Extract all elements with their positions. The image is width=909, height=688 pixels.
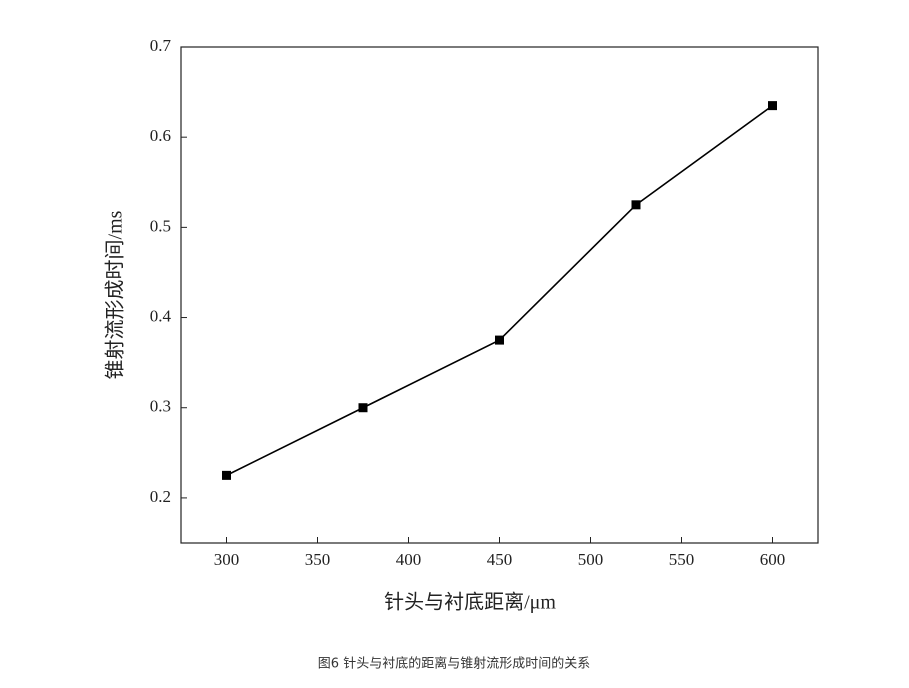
y-tick-label: 0.6 [150, 126, 171, 145]
x-tick-label: 500 [578, 550, 604, 569]
x-tick-label: 350 [305, 550, 331, 569]
plot-frame [180, 46, 819, 544]
y-tick-label: 0.5 [150, 216, 171, 235]
marker [768, 101, 777, 111]
y-tick-label: 0.3 [150, 397, 171, 416]
marker [222, 470, 231, 480]
y-tick-label: 0.7 [150, 36, 172, 55]
marker [358, 403, 368, 413]
x-tick-label: 300 [214, 550, 240, 569]
line [226, 104, 773, 477]
marker [631, 200, 641, 210]
x-axis-label: 针头与衬底距离/μm [384, 591, 556, 614]
x-tick-label: 550 [669, 550, 695, 569]
caption: 图6 针头与衬底的距离与锥射流形成时间的关系 [318, 656, 590, 672]
y-tick-label: 0.4 [150, 306, 172, 325]
x-tick-label: 450 [487, 550, 513, 569]
y-tick-label: 0.2 [150, 487, 171, 506]
x-tick-label: 600 [760, 550, 786, 569]
y-axis-label: 锥射流形成时间/ms [104, 210, 127, 379]
marker [495, 335, 504, 345]
x-tick-label: 400 [396, 550, 422, 569]
